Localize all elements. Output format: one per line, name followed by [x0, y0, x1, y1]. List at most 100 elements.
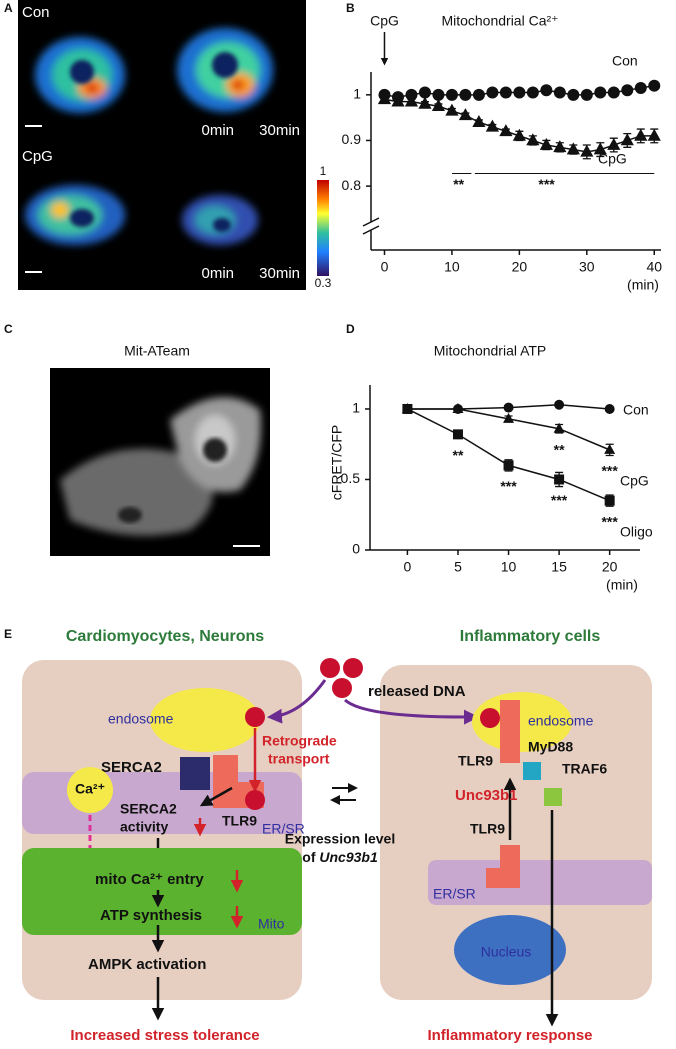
panel-label: C	[4, 322, 13, 336]
dna	[480, 708, 500, 728]
arrow	[267, 679, 327, 724]
marker	[526, 86, 539, 99]
marker	[526, 133, 540, 146]
series-label: Oligo	[620, 524, 653, 540]
marker	[567, 88, 580, 101]
myd88	[523, 762, 541, 780]
marker	[607, 86, 620, 99]
mito-label: Mito	[258, 916, 285, 932]
text: of	[302, 849, 316, 865]
colorbar-min: 0.3	[315, 276, 332, 290]
y-tick-label: 1	[353, 86, 361, 102]
y-tick-label: 0.9	[342, 131, 362, 147]
time-label: 30min	[259, 122, 300, 139]
cell-type-title: Inflammatory cells	[460, 628, 601, 645]
traf6	[544, 788, 562, 806]
marker	[540, 84, 553, 97]
marker	[553, 86, 566, 99]
serca2-activity: SERCA2	[120, 801, 177, 817]
marker	[404, 94, 419, 107]
unc93b1-label: Unc93b1	[455, 787, 518, 804]
marker	[593, 142, 607, 155]
marker	[503, 412, 515, 423]
marker	[459, 88, 472, 101]
marker	[445, 103, 459, 116]
marker	[648, 79, 661, 92]
time-label: 0min	[201, 122, 234, 139]
label-con: Con	[22, 4, 50, 21]
x-tick-label: 10	[444, 259, 460, 275]
serca2	[180, 757, 210, 790]
marker	[604, 403, 615, 414]
marker	[604, 495, 615, 506]
x-tick-label: 5	[454, 559, 462, 575]
marker	[431, 99, 446, 112]
x-tick-label: 20	[512, 259, 528, 275]
gene: Unc93b1	[319, 849, 378, 865]
marker	[566, 142, 580, 155]
colorbar	[317, 180, 329, 276]
tlr9	[486, 845, 520, 888]
significance: ***	[551, 492, 568, 508]
dna	[332, 678, 352, 698]
er-sr-label: ER/SR	[433, 886, 476, 902]
transport-label: transport	[268, 751, 330, 767]
cell-type-title: Cardiomyocytes, Neurons	[66, 628, 264, 645]
traf6-label: TRAF6	[562, 761, 607, 777]
marker	[634, 128, 648, 141]
significance: ***	[538, 176, 555, 192]
endosome-label: endosome	[108, 711, 174, 727]
marker	[553, 140, 567, 153]
panel-label: E	[4, 627, 12, 641]
y-tick-label: 1	[352, 400, 360, 416]
series-label: CpG	[620, 473, 649, 489]
marker	[391, 94, 405, 107]
marker	[499, 124, 513, 137]
y-tick-label: 0	[352, 541, 360, 557]
nucleus	[203, 438, 227, 462]
marker	[539, 137, 553, 150]
significance: ***	[500, 478, 517, 494]
ampk: AMPK activation	[88, 956, 206, 973]
tlr9-label: TLR9	[458, 753, 493, 769]
tlr9-label: TLR9	[470, 821, 505, 837]
serca2-label: SERCA2	[101, 759, 162, 776]
significance: **	[453, 447, 464, 463]
marker	[458, 108, 473, 121]
outcome: Inflammatory response	[427, 1027, 592, 1044]
chart-title: Mitochondrial Ca²⁺	[441, 13, 558, 29]
dna-label: released DNA	[368, 683, 466, 700]
panel-title: Mit-ATeam	[124, 343, 190, 359]
dna	[320, 658, 340, 678]
dna	[245, 707, 265, 727]
marker	[604, 443, 616, 454]
marker	[580, 144, 594, 157]
arrow-label: CpG	[370, 13, 399, 29]
er-sr-label: ER/SR	[262, 821, 305, 837]
nucleus	[118, 507, 142, 523]
significance: **	[453, 176, 464, 192]
marker	[445, 88, 458, 101]
marker	[512, 128, 526, 141]
significance: **	[554, 441, 565, 457]
cell-right	[380, 665, 652, 1000]
panel-label: B	[346, 1, 355, 15]
significance: ***	[601, 513, 618, 529]
time-label: 30min	[259, 265, 300, 282]
axis-break	[362, 225, 380, 235]
x-axis-label: (min)	[627, 277, 659, 293]
endosome	[472, 692, 572, 752]
marker	[503, 460, 514, 471]
panel-label: A	[4, 1, 13, 15]
expression-label: Expression level	[285, 831, 396, 847]
y-axis-label: cFRET/CFP	[329, 425, 345, 500]
transport-label: Retrograde	[262, 733, 337, 749]
marker	[513, 86, 526, 99]
marker	[499, 86, 512, 99]
x-tick-label: 0	[404, 559, 412, 575]
x-tick-label: 30	[579, 259, 595, 275]
marker	[554, 399, 565, 410]
marker	[452, 402, 464, 413]
cell-nuclei	[70, 52, 238, 232]
